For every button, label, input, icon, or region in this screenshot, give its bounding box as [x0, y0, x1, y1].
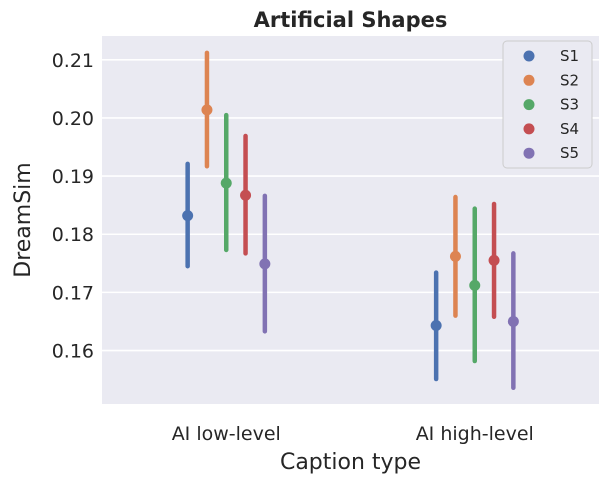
data-point: [449, 250, 461, 262]
legend-label: S5: [560, 144, 579, 162]
legend-label: S4: [560, 120, 579, 138]
y-tick-label: 0.18: [52, 224, 94, 246]
chart-title: Artificial Shapes: [254, 8, 448, 32]
data-point: [507, 315, 519, 327]
data-point: [430, 320, 442, 332]
y-tick-label: 0.16: [52, 341, 94, 363]
x-axis-label: Caption type: [280, 450, 421, 475]
legend-marker: [523, 99, 535, 111]
data-point: [488, 254, 500, 266]
x-tick-label: AI low-level: [172, 423, 281, 445]
y-tick-label: 0.20: [52, 108, 94, 130]
y-tick-label: 0.21: [52, 50, 94, 72]
data-point: [182, 210, 194, 222]
legend-label: S2: [560, 71, 579, 89]
legend-box: [502, 40, 593, 169]
y-axis: 0.16 0.17 0.18 0.19 0.20 0.21: [52, 50, 94, 363]
y-tick-label: 0.17: [52, 282, 94, 304]
legend: S1 S2 S3 S4 S5: [502, 40, 593, 169]
y-tick-label: 0.19: [52, 166, 94, 188]
data-point: [240, 189, 252, 201]
x-axis: AI low-level AI high-level: [172, 423, 534, 445]
legend-marker: [523, 147, 535, 159]
data-point: [201, 104, 213, 116]
data-marks: [182, 50, 519, 390]
legend-marker: [523, 74, 535, 86]
data-point: [259, 258, 271, 270]
y-axis-label: DreamSim: [11, 162, 36, 277]
legend-marker: [523, 123, 535, 135]
legend-marker: [523, 50, 535, 62]
legend-label: S3: [560, 96, 579, 114]
legend-label: S1: [560, 47, 579, 65]
data-point: [469, 279, 481, 291]
x-tick-label: AI high-level: [416, 423, 534, 445]
data-point: [220, 177, 232, 189]
